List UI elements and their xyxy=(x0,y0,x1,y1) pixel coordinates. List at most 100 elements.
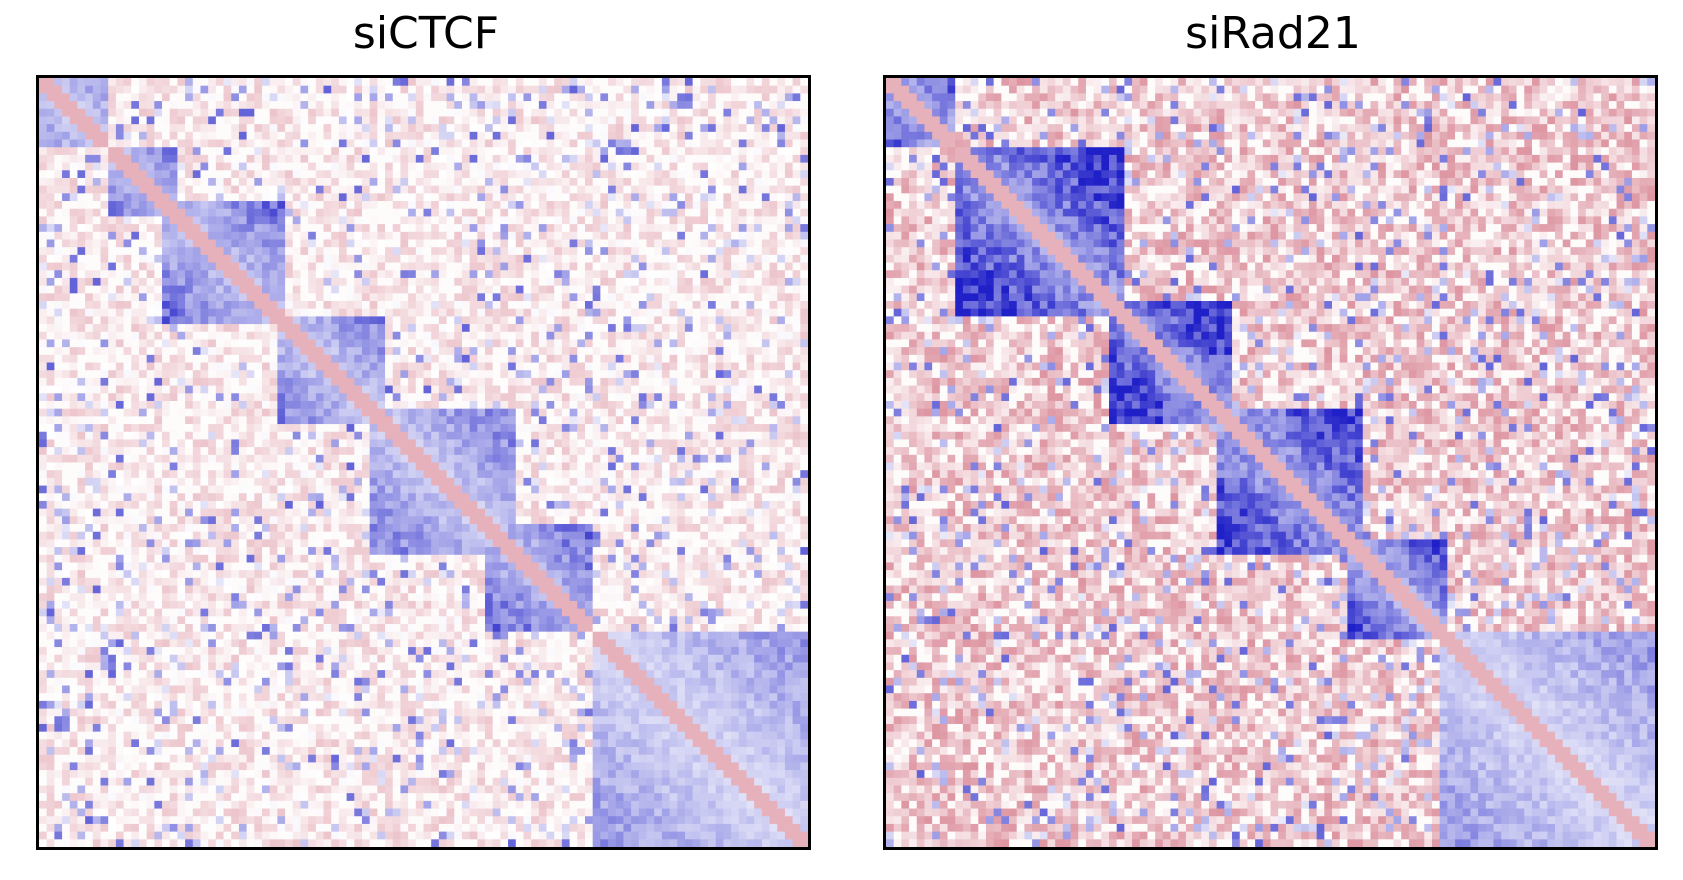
heatmap-cell xyxy=(154,431,163,440)
heatmap-cell xyxy=(200,493,209,502)
heatmap-cell xyxy=(85,277,94,287)
heatmap-cell xyxy=(146,562,155,571)
heatmap-cell xyxy=(254,623,263,633)
heatmap-cell xyxy=(300,170,309,179)
heatmap-cell xyxy=(146,85,155,94)
heatmap-cell xyxy=(238,585,248,594)
heatmap-cell xyxy=(300,485,309,494)
heatmap-cell xyxy=(108,662,117,671)
heatmap-cell xyxy=(331,308,340,317)
heatmap-cell xyxy=(238,78,248,87)
heatmap-cell xyxy=(100,239,109,248)
heatmap-cell xyxy=(408,254,417,263)
heatmap-cell xyxy=(408,285,417,294)
heatmap-cell xyxy=(185,677,194,686)
heatmap-cell xyxy=(146,177,155,187)
heatmap-cell xyxy=(277,324,286,333)
heatmap-cell xyxy=(108,670,117,679)
heatmap-cell xyxy=(285,762,294,771)
heatmap-cell xyxy=(123,247,132,256)
heatmap-cell xyxy=(115,647,124,656)
heatmap-cell xyxy=(162,254,171,263)
heatmap-cell xyxy=(300,124,309,133)
heatmap-cell xyxy=(77,147,86,156)
heatmap-cell xyxy=(285,608,294,617)
heatmap-cell xyxy=(292,731,301,740)
heatmap-cell xyxy=(338,293,347,302)
heatmap-cell xyxy=(100,154,109,163)
heatmap-cell xyxy=(308,816,317,825)
heatmap-cell xyxy=(54,816,63,825)
heatmap-cell xyxy=(115,170,124,179)
heatmap-cell xyxy=(392,739,401,748)
heatmap-cell xyxy=(115,400,124,410)
heatmap-cell xyxy=(154,739,163,748)
heatmap-cell xyxy=(162,385,171,394)
heatmap-cell xyxy=(146,454,155,463)
heatmap-cell xyxy=(185,831,194,840)
heatmap-cell xyxy=(77,477,86,486)
heatmap-cell xyxy=(346,231,355,240)
heatmap-cell xyxy=(300,770,309,779)
heatmap-cell xyxy=(85,762,94,771)
heatmap-cell xyxy=(254,162,263,171)
heatmap-cell xyxy=(169,331,178,340)
heatmap-cell xyxy=(223,185,232,194)
heatmap-cell xyxy=(92,631,101,640)
heatmap-cell xyxy=(138,293,148,302)
heatmap-cell xyxy=(39,301,48,310)
heatmap-cell xyxy=(185,654,194,663)
heatmap-cell xyxy=(331,154,340,163)
heatmap-cell xyxy=(185,754,194,763)
heatmap-cell xyxy=(415,793,424,802)
heatmap-cell xyxy=(185,739,194,748)
heatmap-cell xyxy=(361,639,371,648)
heatmap-cell xyxy=(331,647,340,656)
heatmap-cell xyxy=(169,524,178,533)
heatmap-cell xyxy=(338,616,347,625)
heatmap-cell xyxy=(361,716,371,725)
heatmap-cell xyxy=(192,608,201,617)
heatmap-cell xyxy=(100,408,109,417)
heatmap-cell xyxy=(308,808,317,817)
heatmap-cell xyxy=(77,747,86,756)
heatmap-cell xyxy=(46,400,55,410)
heatmap-cell xyxy=(177,170,186,179)
heatmap-cell xyxy=(154,554,163,563)
heatmap-cell xyxy=(85,231,94,240)
heatmap-cell xyxy=(223,647,232,656)
heatmap-cell xyxy=(39,262,48,271)
heatmap-cell xyxy=(154,639,163,648)
heatmap-cell xyxy=(292,131,301,140)
heatmap-cell xyxy=(262,331,271,340)
heatmap-cell xyxy=(185,231,194,240)
heatmap-cell xyxy=(146,247,155,256)
heatmap-cell xyxy=(192,654,201,663)
heatmap-cell xyxy=(315,677,324,686)
heatmap-cell xyxy=(246,600,255,609)
heatmap-cell xyxy=(46,170,55,179)
heatmap-cell xyxy=(277,547,286,556)
heatmap-cell xyxy=(408,839,417,847)
heatmap-cell xyxy=(346,193,355,202)
heatmap-cell xyxy=(200,393,209,402)
heatmap-cell xyxy=(77,754,86,763)
heatmap-cell xyxy=(262,570,271,579)
heatmap-cell xyxy=(346,593,355,602)
heatmap-cell xyxy=(185,377,194,386)
heatmap-cell xyxy=(223,293,232,302)
heatmap-cell xyxy=(277,562,286,571)
heatmap-cell xyxy=(108,108,117,117)
heatmap-cell xyxy=(100,677,109,686)
heatmap-cell xyxy=(77,424,86,433)
heatmap-cell xyxy=(246,470,255,479)
heatmap-cell xyxy=(92,239,101,248)
heatmap-cell xyxy=(346,308,355,317)
heatmap-cell xyxy=(223,124,232,133)
heatmap-cell xyxy=(300,447,309,456)
heatmap-cell xyxy=(77,224,86,233)
heatmap-cell xyxy=(254,647,263,656)
heatmap-cell xyxy=(315,354,324,363)
heatmap-cell xyxy=(354,762,363,771)
heatmap-cell xyxy=(277,362,286,371)
